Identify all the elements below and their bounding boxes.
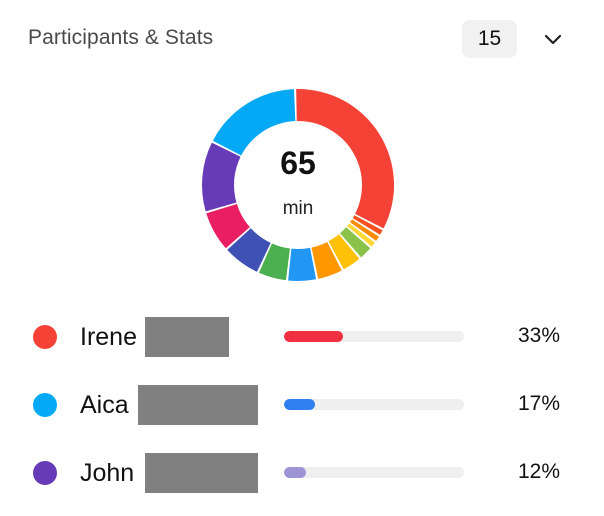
participant-count-badge: 15 [462,20,517,58]
participant-progress-fill [284,399,315,410]
participant-progress-track [284,467,464,478]
participant-progress-track [284,331,464,342]
chevron-down-icon[interactable] [540,26,566,52]
participant-name: John [80,459,135,487]
participant-percent: 12% [517,460,560,483]
donut-segment [340,227,371,258]
redacted-surname [145,453,258,493]
participant-percent: 33% [517,324,560,347]
participant-row: Aica 17% [0,380,604,430]
donut-segment [206,203,250,249]
donut-segment [288,247,317,281]
donut-segment [350,219,379,241]
participant-color-dot [33,461,57,485]
donut-segment [347,223,375,247]
donut-segment [202,142,241,212]
donut-segment [296,89,394,229]
stats-header: Participants & Stats 15 [28,18,576,62]
participant-progress-track [284,399,464,410]
participant-name: Irene [80,323,137,351]
time-donut-chart: 65 min [192,79,404,291]
participant-progress-fill [284,331,344,342]
donut-svg [202,89,394,281]
redacted-surname [145,317,229,357]
donut-segment [258,243,290,281]
section-title: Participants & Stats [28,26,214,49]
donut-segment [212,89,296,156]
participant-percent: 17% [517,392,560,415]
participant-row: Irene 33% [0,312,604,362]
total-time-unit: min [282,198,314,219]
donut-segment [227,228,271,272]
donut-segment [311,241,342,279]
participant-progress-fill [284,467,306,478]
participant-row: John 12% [0,448,604,498]
participant-color-dot [33,393,57,417]
participant-color-dot [33,325,57,349]
total-time-value: 65 [280,145,316,181]
redacted-surname [138,385,258,425]
participant-name: Aica [80,391,129,419]
donut-segment [328,234,360,270]
donut-segment [352,215,383,235]
